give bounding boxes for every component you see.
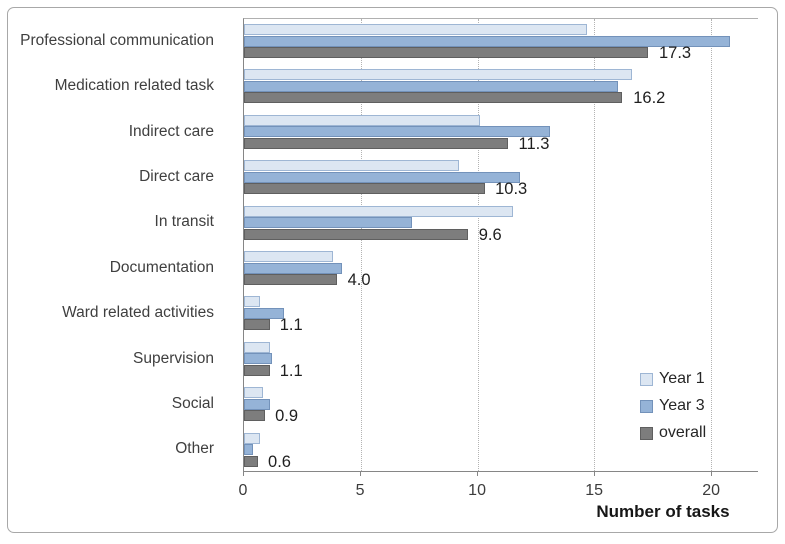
gridline — [360, 19, 362, 471]
bar-year-3 — [244, 307, 284, 319]
tick-mark — [360, 472, 362, 476]
bar-overall — [244, 364, 270, 376]
category-label: Ward related activities — [62, 304, 214, 322]
legend-item: overall — [640, 424, 706, 442]
bar-group: 9.6 — [244, 201, 758, 246]
bar-overall — [244, 183, 485, 195]
data-label: 1.1 — [279, 361, 303, 380]
legend: Year 1 Year 3 overall — [640, 370, 706, 451]
bar-group: 1.1 — [244, 337, 758, 382]
bar-year-1 — [244, 69, 632, 81]
bar-group: 10.3 — [244, 155, 758, 200]
bar-year-1 — [244, 387, 263, 399]
chart-frame: Professional communication Medication rel… — [7, 7, 778, 533]
bar-year-1 — [244, 251, 333, 262]
bar-overall — [244, 137, 508, 149]
bar-year-3 — [244, 35, 730, 47]
bar-group: 16.2 — [244, 64, 758, 109]
data-label: 16.2 — [633, 89, 666, 108]
tick-label: 20 — [702, 482, 721, 499]
bar-overall — [244, 228, 469, 240]
bar-group: 11.3 — [244, 110, 758, 155]
category-label: Supervision — [133, 349, 214, 367]
bar-year-3 — [244, 171, 520, 183]
tick-label: 10 — [468, 482, 486, 499]
bar-overall — [244, 47, 649, 58]
bar-year-3 — [244, 217, 413, 229]
legend-label: Year 1 — [659, 370, 705, 387]
plot-area: 17.3 16.2 11.3 10.3 9.6 4.0 1.1 1.1 0.9 0.6 — [243, 18, 758, 472]
data-label: 1.1 — [279, 316, 303, 335]
legend-item: Year 1 — [640, 370, 706, 388]
bar-overall — [244, 410, 266, 422]
category-label: Professional communication — [20, 31, 214, 49]
bar-group: 17.3 — [244, 19, 758, 64]
legend-swatch-icon — [640, 426, 653, 440]
bar-year-1 — [244, 296, 261, 308]
gridline — [594, 19, 596, 471]
bar-year-3 — [244, 126, 551, 138]
bar-group: 0.6 — [244, 428, 758, 473]
bar-year-1 — [244, 24, 588, 35]
bar-year-3 — [244, 353, 273, 365]
category-label: Social — [171, 394, 214, 412]
data-label: 0.9 — [275, 407, 298, 426]
category-axis-labels: Professional communication Medication rel… — [8, 18, 228, 472]
data-label: 9.6 — [478, 225, 502, 244]
gridline — [477, 19, 479, 471]
bar-year-1 — [244, 160, 459, 172]
tick-label: 15 — [585, 482, 604, 499]
gridline — [711, 19, 713, 471]
legend-label: Year 3 — [659, 397, 705, 414]
bar-overall — [244, 274, 338, 285]
tick-mark — [477, 472, 479, 476]
legend-item: Year 3 — [640, 397, 706, 415]
category-label: Documentation — [109, 258, 214, 276]
bar-year-3 — [244, 444, 254, 456]
category-label: Other — [175, 440, 214, 458]
tick-mark — [594, 472, 596, 476]
x-axis-title: Number of tasks — [596, 502, 730, 521]
category-label: Medication related task — [54, 77, 214, 95]
bar-overall — [244, 455, 259, 467]
bar-year-1 — [244, 205, 513, 217]
legend-swatch-icon — [640, 399, 653, 413]
tick-mark — [243, 472, 244, 476]
tick-label: 5 — [355, 482, 365, 499]
bar-year-3 — [244, 398, 270, 410]
category-label: Direct care — [139, 167, 214, 185]
data-label: 11.3 — [518, 134, 550, 153]
bar-overall — [244, 92, 623, 104]
tick-label: 0 — [238, 482, 248, 499]
legend-label: overall — [659, 424, 707, 441]
tick-mark — [711, 472, 713, 476]
bar-year-3 — [244, 262, 343, 274]
data-label: 0.6 — [268, 452, 291, 471]
data-label: 17.3 — [658, 44, 692, 62]
bar-year-1 — [244, 114, 480, 126]
bar-group: 4.0 — [244, 246, 758, 291]
data-label: 10.3 — [495, 180, 528, 199]
data-label: 4.0 — [347, 271, 371, 289]
bar-year-1 — [244, 432, 261, 444]
category-label: In transit — [154, 213, 214, 231]
category-label: Indirect care — [128, 122, 214, 140]
bar-group: 0.9 — [244, 382, 758, 427]
bar-group: 1.1 — [244, 291, 758, 336]
legend-swatch-icon — [640, 372, 653, 386]
bar-year-1 — [244, 341, 270, 353]
bar-year-3 — [244, 80, 618, 92]
bar-overall — [244, 319, 270, 331]
